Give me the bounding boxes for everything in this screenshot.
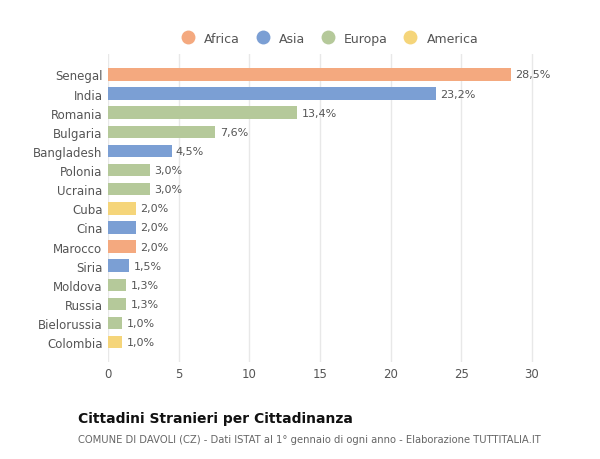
Bar [108,126,215,139]
Bar [108,260,129,272]
Bar [108,241,136,253]
Text: 1,5%: 1,5% [133,261,161,271]
Bar [108,298,127,310]
Text: 1,3%: 1,3% [131,299,159,309]
Text: 1,0%: 1,0% [127,337,154,347]
Text: 3,0%: 3,0% [155,185,183,195]
Text: 3,0%: 3,0% [155,166,183,176]
Text: 2,0%: 2,0% [140,242,169,252]
Text: 7,6%: 7,6% [220,128,248,138]
Bar [108,88,436,101]
Bar [108,222,136,234]
Text: 1,0%: 1,0% [127,319,154,328]
Text: 2,0%: 2,0% [140,204,169,214]
Bar [108,107,298,120]
Bar [108,279,127,291]
Legend: Africa, Asia, Europa, America: Africa, Asia, Europa, America [170,28,484,50]
Text: 1,3%: 1,3% [131,280,159,290]
Bar [108,146,172,158]
Text: 4,5%: 4,5% [176,146,204,157]
Bar [108,336,122,349]
Text: 23,2%: 23,2% [440,90,475,99]
Text: COMUNE DI DAVOLI (CZ) - Dati ISTAT al 1° gennaio di ogni anno - Elaborazione TUT: COMUNE DI DAVOLI (CZ) - Dati ISTAT al 1°… [78,434,541,444]
Text: 28,5%: 28,5% [515,70,550,80]
Bar [108,164,151,177]
Bar [108,202,136,215]
Text: 13,4%: 13,4% [302,108,337,118]
Bar [108,69,511,81]
Text: 2,0%: 2,0% [140,223,169,233]
Bar [108,317,122,330]
Text: Cittadini Stranieri per Cittadinanza: Cittadini Stranieri per Cittadinanza [78,411,353,425]
Bar [108,184,151,196]
